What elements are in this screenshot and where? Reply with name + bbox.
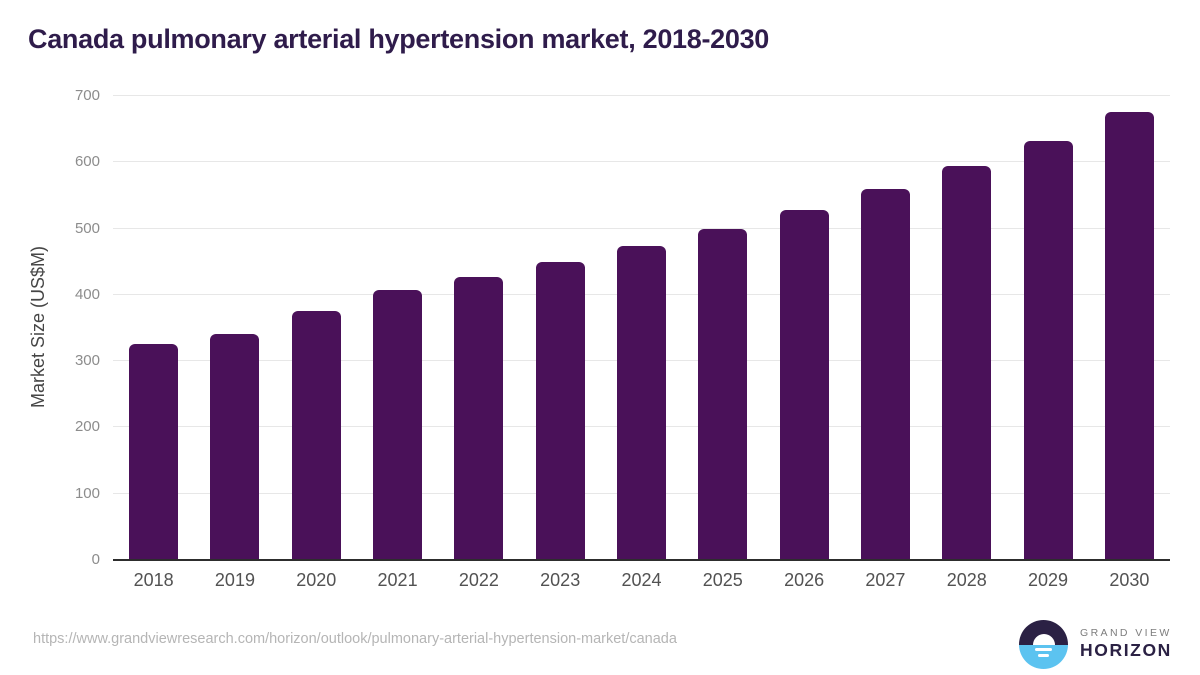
x-label-2023: 2023	[540, 570, 581, 590]
y-tick-0: 0	[91, 551, 100, 568]
y-tick-400: 400	[74, 285, 100, 303]
y-tick-500: 500	[74, 219, 100, 237]
gridline-600	[113, 161, 1170, 163]
x-label-2028: 2028	[946, 570, 987, 590]
horizon-sunset-icon	[1019, 620, 1068, 669]
y-tick-700: 700	[74, 87, 100, 104]
source-url: https://www.grandviewresearch.com/horizo…	[33, 631, 677, 647]
plot-area	[113, 95, 1170, 561]
x-label-2030: 2030	[1109, 570, 1150, 590]
logo-text: GRAND VIEW HORIZON	[1080, 627, 1172, 662]
grand-view-horizon-logo: GRAND VIEW HORIZON	[1019, 620, 1172, 669]
bar-2024[interactable]	[617, 246, 666, 559]
bar-2020[interactable]	[291, 311, 341, 559]
bar-2028[interactable]	[942, 165, 992, 559]
logo-horizon-label: HORIZON	[1080, 640, 1172, 661]
gridline-700	[113, 95, 1170, 96]
bar-2019[interactable]	[210, 333, 260, 559]
y-tick-200: 200	[74, 418, 100, 436]
x-label-2019: 2019	[214, 570, 255, 590]
x-label-2024: 2024	[621, 570, 662, 590]
bar-2026[interactable]	[779, 209, 829, 559]
bar-2018[interactable]	[129, 343, 179, 559]
bar-2029[interactable]	[1023, 140, 1073, 559]
bar-2021[interactable]	[373, 289, 423, 559]
bar-2023[interactable]	[535, 262, 585, 559]
x-label-2025: 2025	[702, 570, 743, 590]
x-label-2020: 2020	[296, 570, 337, 590]
x-label-2021: 2021	[377, 570, 418, 590]
x-label-2022: 2022	[458, 570, 499, 590]
x-label-2018: 2018	[133, 570, 174, 590]
logo-grand-view-label: GRAND VIEW	[1080, 627, 1172, 639]
logo-sun-shape	[1032, 633, 1055, 645]
bar-2030[interactable]	[1104, 112, 1154, 559]
gridline-500	[113, 227, 1170, 229]
bar-2025[interactable]	[698, 228, 748, 559]
x-label-2029: 2029	[1028, 570, 1069, 590]
x-label-2027: 2027	[865, 570, 906, 590]
chart-title: Canada pulmonary arterial hypertension m…	[28, 24, 770, 54]
x-label-2026: 2026	[784, 570, 825, 590]
y-tick-300: 300	[74, 352, 100, 370]
logo-reflection-stripe	[1038, 653, 1049, 657]
y-tick-100: 100	[74, 484, 100, 502]
bar-2022[interactable]	[454, 277, 504, 559]
bar-2027[interactable]	[860, 189, 910, 559]
logo-reflection-stripe	[1035, 647, 1052, 651]
y-tick-600: 600	[74, 153, 100, 171]
